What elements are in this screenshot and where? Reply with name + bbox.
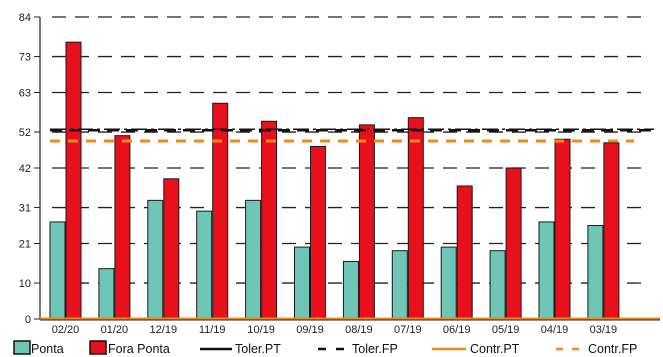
y-tick-label: 10 [19, 278, 31, 290]
x-tick-label: 11/19 [199, 324, 226, 336]
x-tick-label: 04/19 [541, 324, 569, 336]
bar-fora-ponta [456, 185, 473, 320]
bar-fora-ponta [114, 135, 131, 320]
bar-ponta [147, 199, 164, 320]
bar-fora-ponta [65, 41, 82, 320]
bar-fora-ponta [358, 124, 375, 320]
bar-ponta [294, 246, 310, 320]
y-tick-label: 73 [19, 52, 31, 64]
y-tick-label: 42 [19, 163, 31, 175]
y-tick-label: 21 [19, 239, 31, 251]
y-tick-label: 0 [25, 314, 31, 326]
bar-fora-ponta [407, 117, 424, 320]
x-tick-label: 05/19 [492, 324, 520, 336]
x-tick-label: 12/19 [150, 324, 178, 336]
bar-ponta [587, 225, 604, 320]
bar-fora-ponta [505, 167, 522, 320]
legend-label-contr-fp: Contr.FP [588, 342, 637, 356]
bar-fora-ponta [554, 138, 571, 320]
legend-label-fora-ponta: Fora Ponta [108, 342, 170, 356]
x-tick-label: 09/19 [296, 324, 324, 336]
x-tick-label: 02/20 [52, 324, 80, 336]
legend-swatch-ponta [13, 340, 31, 355]
x-tick-label: 03/19 [590, 324, 618, 336]
bar-fora-ponta [163, 178, 180, 320]
x-tick-label: 01/20 [101, 324, 129, 336]
y-tick-label: 84 [19, 12, 31, 24]
bar-ponta [440, 246, 457, 320]
bar-ponta [391, 250, 408, 320]
legend-label-ponta: Ponta [31, 342, 64, 356]
bar-ponta [245, 199, 262, 320]
y-tick-label: 52 [19, 127, 31, 139]
bar-ponta [98, 268, 115, 320]
x-tick-label: 07/19 [394, 324, 422, 336]
bar-ponta [342, 260, 359, 320]
x-tick-label: 10/19 [247, 324, 275, 336]
x-tick-label: 06/19 [443, 324, 471, 336]
bar-ponta [538, 221, 555, 320]
bar-ponta [489, 250, 506, 320]
bar-fora-ponta [261, 120, 278, 320]
bar-ponta [196, 210, 213, 320]
y-tick-label: 31 [19, 203, 31, 215]
legend-label-contr-pt: Contr.PT [470, 342, 520, 356]
bar-fora-ponta [603, 142, 620, 320]
legend-label-toler-fp: Toler.FP [352, 342, 398, 356]
legend-label-toler-pt: Toler.PT [235, 342, 281, 356]
y-tick-label: 63 [19, 88, 31, 100]
bar-ponta [49, 221, 66, 320]
bar-fora-ponta [212, 102, 229, 320]
bar-fora-ponta [310, 145, 326, 320]
x-tick-label: 08/19 [345, 324, 373, 336]
legend-swatch-fora-ponta [89, 340, 107, 355]
